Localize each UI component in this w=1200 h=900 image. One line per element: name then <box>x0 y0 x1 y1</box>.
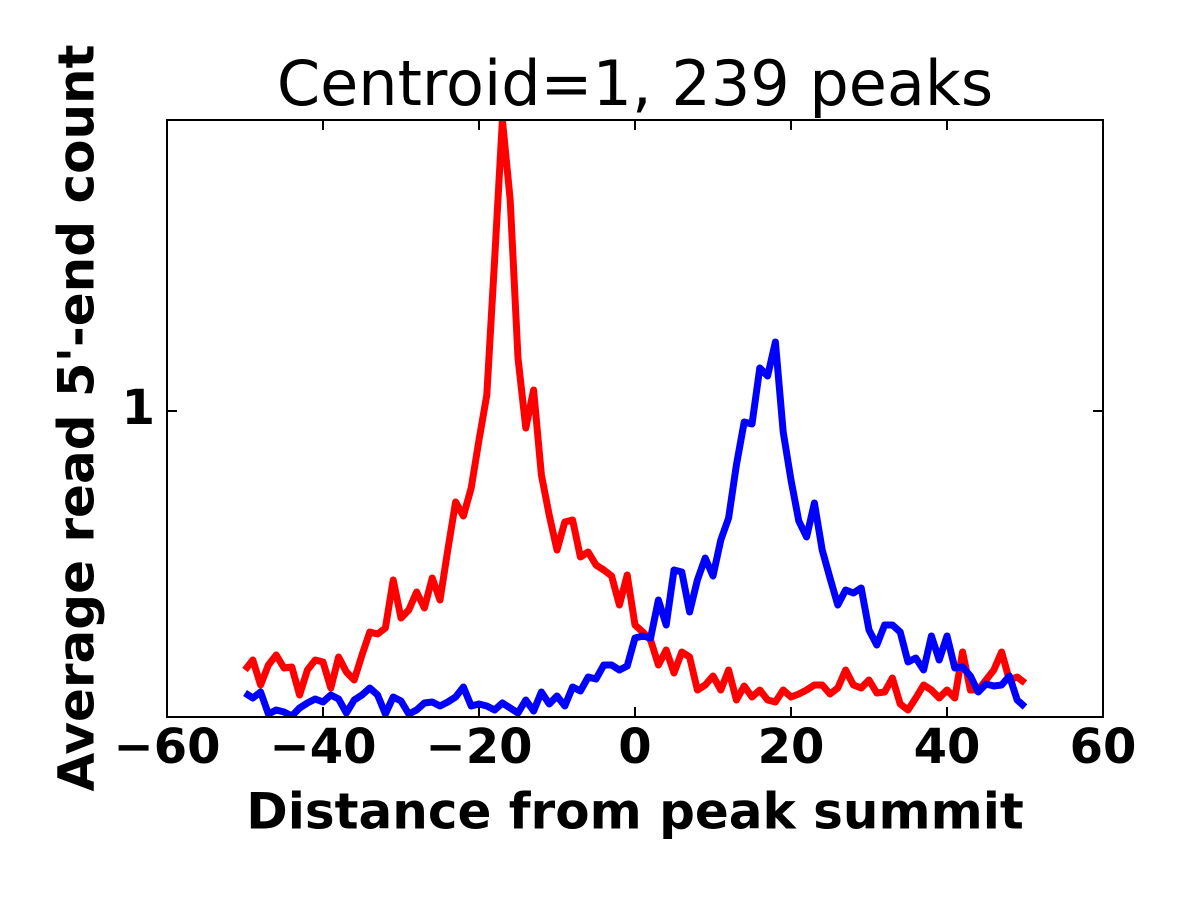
y-tick-label: 1 <box>122 380 155 436</box>
x-axis-label: Distance from peak summit <box>246 783 1024 841</box>
data-line <box>243 338 1028 717</box>
x-tick-label: 20 <box>758 719 825 775</box>
x-tick-label: 0 <box>618 719 651 775</box>
x-tick-label: −20 <box>425 719 532 775</box>
x-tick-label: 60 <box>1070 719 1137 775</box>
x-tick-label: −40 <box>269 719 376 775</box>
chart-title: Centroid=1, 239 peaks <box>277 47 993 120</box>
y-axis-label: Average read 5'-end count <box>48 44 106 791</box>
x-tick-label: −60 <box>113 719 220 775</box>
data-line <box>242 120 1028 714</box>
x-tick-label: 40 <box>914 719 981 775</box>
